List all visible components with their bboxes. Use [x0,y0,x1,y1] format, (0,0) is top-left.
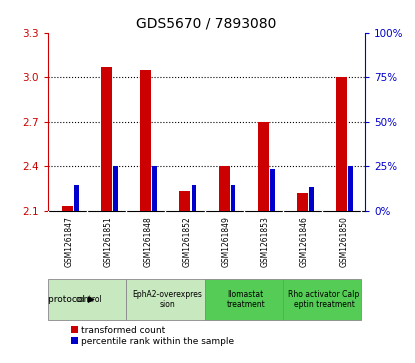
Text: GSM1261850: GSM1261850 [339,216,348,267]
Text: GSM1261851: GSM1261851 [104,216,113,267]
Bar [152,166,157,211]
Bar [74,185,79,211]
Legend: transformed count, percentile rank within the sample: transformed count, percentile rank withi… [71,326,234,346]
Text: GSM1261847: GSM1261847 [65,216,74,267]
Text: GSM1261846: GSM1261846 [300,216,309,267]
Bar [283,278,361,321]
Text: control: control [76,295,102,304]
Bar [126,278,205,321]
Bar [231,185,235,211]
Text: Rho activator Calp
eptin treatment: Rho activator Calp eptin treatment [288,290,360,309]
Bar [48,278,126,321]
Text: GSM1261848: GSM1261848 [143,216,152,267]
Bar [179,191,190,211]
Bar [348,166,353,211]
Bar [192,185,196,211]
Bar [270,169,275,211]
Bar [140,70,151,211]
Bar [297,193,308,211]
Bar [101,67,112,211]
Bar [309,187,314,211]
Bar [258,122,269,211]
Text: protocol ▶: protocol ▶ [48,295,95,304]
Bar [113,166,118,211]
Text: Ilomastat
treatment: Ilomastat treatment [226,290,265,309]
Bar [219,166,229,211]
Bar [336,77,347,211]
Title: GDS5670 / 7893080: GDS5670 / 7893080 [136,16,277,30]
Text: GSM1261849: GSM1261849 [222,216,231,267]
Text: GSM1261852: GSM1261852 [182,216,191,267]
Text: EphA2-overexpres
sion: EphA2-overexpres sion [132,290,202,309]
Bar [205,278,283,321]
Bar [62,206,73,211]
Text: GSM1261853: GSM1261853 [261,216,270,267]
